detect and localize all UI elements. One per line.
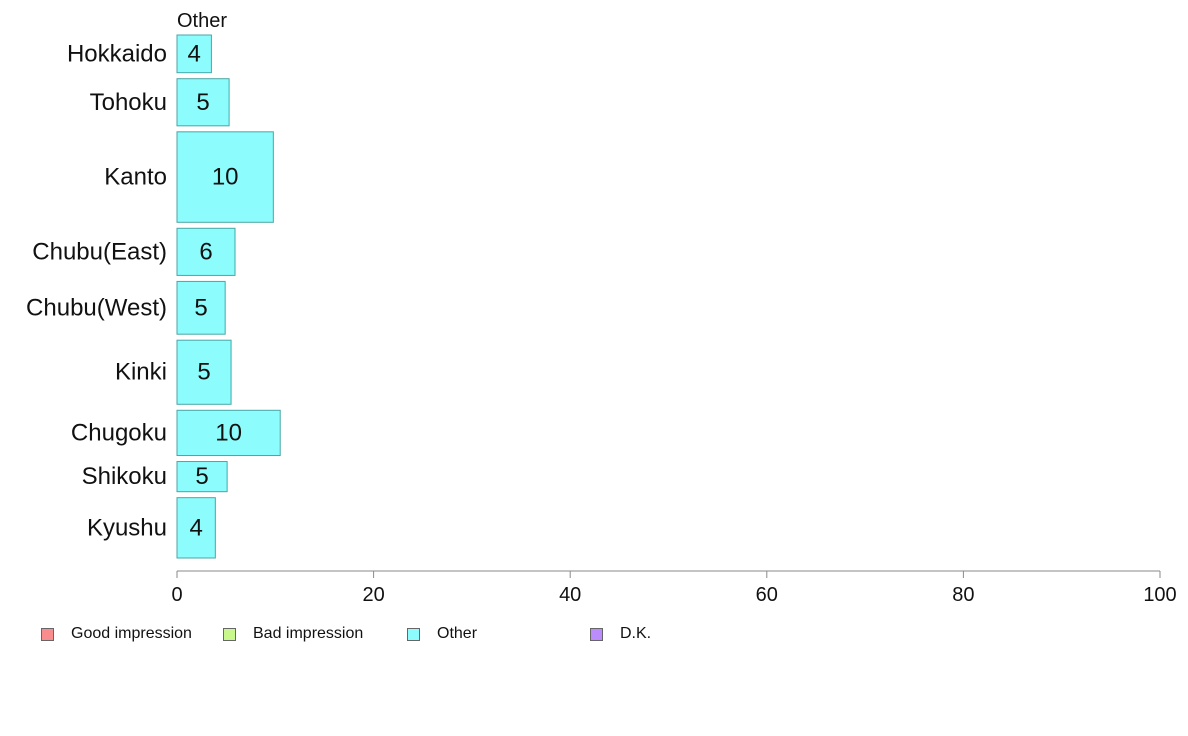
legend-label-bad-impression: Bad impression (253, 625, 364, 642)
bar-chubu-west (176, 280, 226, 335)
data-label-kyushu: 4 (189, 514, 202, 541)
category-label-kinki: Kinki (115, 359, 167, 386)
legend-swatch-other (407, 627, 420, 641)
category-label-hokkaido: Hokkaido (67, 40, 167, 67)
x-tick-label-60: 60 (756, 584, 778, 606)
category-label-chubu-west: Chubu(West) (26, 294, 167, 321)
legend-item-bad-impression: Bad impression (223, 624, 363, 644)
legend-swatch-dk (590, 627, 603, 641)
data-label-chubu-east: 6 (199, 238, 212, 265)
legend-label-other: Other (437, 625, 478, 642)
x-tick-label-0: 0 (171, 584, 182, 606)
legend-item-other: Other (407, 624, 477, 644)
category-label-kyushu: Kyushu (87, 514, 167, 541)
category-label-shikoku: Shikoku (82, 463, 167, 490)
data-label-shikoku: 5 (195, 463, 208, 490)
bar-tohoku (176, 78, 230, 127)
bar-hokkaido (176, 34, 212, 74)
category-label-tohoku: Tohoku (90, 89, 167, 116)
category-label-chugoku: Chugoku (71, 419, 167, 446)
x-tick-label-40: 40 (559, 584, 581, 606)
legend-swatch-good-impression (41, 627, 54, 641)
bar-chugoku (176, 409, 281, 457)
bar-kyushu (176, 497, 216, 559)
data-label-hokkaido: 4 (188, 40, 201, 67)
x-tick-label-20: 20 (362, 584, 384, 606)
bar-chubu-east (176, 227, 236, 276)
bar-kanto (176, 131, 274, 223)
category-label-chubu-east: Chubu(East) (32, 238, 167, 265)
x-tick-label-100: 100 (1143, 584, 1176, 606)
legend-item-dk: D.K. (590, 624, 651, 644)
chart-title: Other (177, 10, 227, 32)
category-label-kanto: Kanto (104, 164, 167, 191)
bar-kinki (176, 339, 232, 405)
data-label-kanto: 10 (212, 164, 239, 191)
legend-label-dk: D.K. (620, 625, 652, 642)
legend-item-good-impression: Good impression (41, 624, 192, 644)
bar-shikoku (176, 461, 228, 493)
data-label-chubu-west: 5 (194, 294, 207, 321)
legend: Good impression Bad impression Other D.K… (0, 624, 1188, 646)
legend-swatch-bad-impression (223, 627, 236, 641)
x-axis: 0 20 40 60 80 100 (171, 570, 1177, 606)
x-tick-label-80: 80 (952, 584, 974, 606)
data-label-chugoku: 10 (215, 419, 242, 446)
data-label-tohoku: 5 (196, 89, 209, 116)
data-label-kinki: 5 (197, 359, 210, 386)
bars: Hokkaido 4 Tohoku 5 Kanto 10 Chubu(East) 6 Chubu… (26, 34, 281, 559)
legend-label-good-impression: Good impression (71, 625, 192, 642)
